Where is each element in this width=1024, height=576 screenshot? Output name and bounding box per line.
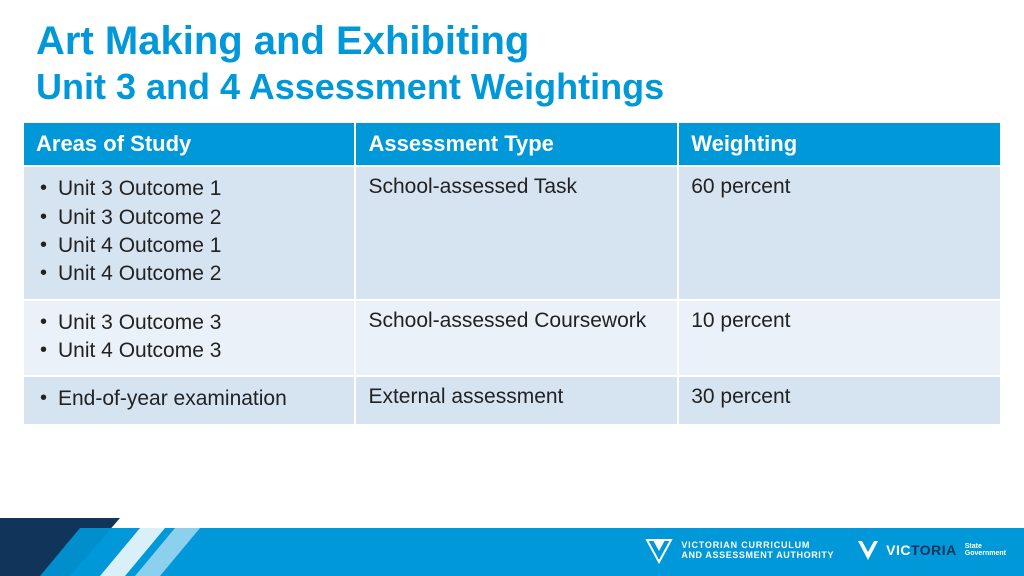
list-item: Unit 3 Outcome 2	[36, 204, 342, 232]
table-row: Unit 3 Outcome 3 Unit 4 Outcome 3 School…	[24, 301, 1000, 376]
cell-weight: 10 percent	[679, 301, 1000, 376]
col-header-weight: Weighting	[679, 123, 1000, 165]
vcaa-line2: AND ASSESSMENT AUTHORITY	[681, 551, 834, 560]
vcaa-line1: VICTORIAN CURRICULUM	[681, 541, 834, 550]
table-row: End-of-year examination External assessm…	[24, 377, 1000, 423]
footer-logos: VICTORIAN CURRICULUM AND ASSESSMENT AUTH…	[645, 530, 1006, 570]
victoria-logo: VICTORIA State Government	[856, 538, 1006, 562]
col-header-areas: Areas of Study	[24, 123, 354, 165]
assessment-table: Areas of Study Assessment Type Weighting…	[22, 121, 1002, 425]
list-item: Unit 4 Outcome 3	[36, 337, 342, 365]
accent-shapes-icon	[0, 518, 260, 576]
victoria-sub: State Government	[965, 543, 1006, 557]
list-item: Unit 4 Outcome 1	[36, 232, 342, 260]
table-container: Areas of Study Assessment Type Weighting…	[0, 121, 1024, 425]
table-header-row: Areas of Study Assessment Type Weighting	[24, 123, 1000, 165]
list-item: Unit 3 Outcome 3	[36, 309, 342, 337]
slide: Art Making and Exhibiting Unit 3 and 4 A…	[0, 0, 1024, 576]
cell-areas: End-of-year examination	[24, 377, 354, 423]
outcome-list: End-of-year examination	[36, 385, 342, 413]
outcome-list: Unit 3 Outcome 1 Unit 3 Outcome 2 Unit 4…	[36, 175, 342, 288]
table-row: Unit 3 Outcome 1 Unit 3 Outcome 2 Unit 4…	[24, 167, 1000, 298]
cell-type: School-assessed Task	[356, 167, 677, 298]
title-main: Art Making and Exhibiting	[36, 18, 988, 64]
cell-weight: 30 percent	[679, 377, 1000, 423]
footer: VICTORIAN CURRICULUM AND ASSESSMENT AUTH…	[0, 518, 1024, 576]
outcome-list: Unit 3 Outcome 3 Unit 4 Outcome 3	[36, 309, 342, 366]
vcaa-text: VICTORIAN CURRICULUM AND ASSESSMENT AUTH…	[681, 541, 834, 560]
cell-areas: Unit 3 Outcome 1 Unit 3 Outcome 2 Unit 4…	[24, 167, 354, 298]
footer-accent	[0, 518, 260, 576]
vcaa-mark-icon	[645, 536, 673, 564]
cell-type: School-assessed Coursework	[356, 301, 677, 376]
col-header-type: Assessment Type	[356, 123, 677, 165]
vcaa-logo: VICTORIAN CURRICULUM AND ASSESSMENT AUTH…	[645, 536, 834, 564]
list-item: Unit 4 Outcome 2	[36, 260, 342, 288]
title-block: Art Making and Exhibiting Unit 3 and 4 A…	[0, 0, 1024, 121]
cell-type: External assessment	[356, 377, 677, 423]
cell-areas: Unit 3 Outcome 3 Unit 4 Outcome 3	[24, 301, 354, 376]
victoria-word: VICTORIA	[886, 542, 957, 558]
list-item: Unit 3 Outcome 1	[36, 175, 342, 203]
list-item: End-of-year examination	[36, 385, 342, 413]
title-sub: Unit 3 and 4 Assessment Weightings	[36, 66, 988, 107]
cell-weight: 60 percent	[679, 167, 1000, 298]
victoria-mark-icon	[856, 538, 880, 562]
